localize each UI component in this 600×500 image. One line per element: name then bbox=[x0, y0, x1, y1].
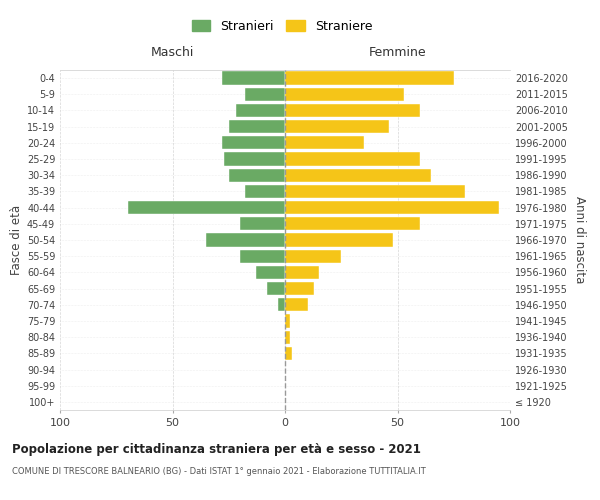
Bar bbox=[240, 250, 285, 263]
Y-axis label: Anni di nascita: Anni di nascita bbox=[573, 196, 586, 284]
Text: COMUNE DI TRESCORE BALNEARIO (BG) - Dati ISTAT 1° gennaio 2021 - Elaborazione TU: COMUNE DI TRESCORE BALNEARIO (BG) - Dati… bbox=[12, 468, 426, 476]
Text: Femmine: Femmine bbox=[368, 46, 427, 59]
Bar bbox=[285, 152, 420, 166]
Bar bbox=[285, 201, 499, 214]
Legend: Stranieri, Straniere: Stranieri, Straniere bbox=[188, 16, 376, 37]
Bar bbox=[285, 330, 290, 344]
Bar bbox=[256, 266, 285, 279]
Bar bbox=[285, 217, 420, 230]
Bar bbox=[285, 168, 431, 182]
Bar bbox=[245, 185, 285, 198]
Bar bbox=[285, 266, 319, 279]
Bar bbox=[128, 201, 285, 214]
Bar bbox=[285, 72, 454, 85]
Bar bbox=[267, 282, 285, 295]
Bar bbox=[285, 346, 292, 360]
Bar bbox=[224, 152, 285, 166]
Bar bbox=[285, 250, 341, 263]
Y-axis label: Fasce di età: Fasce di età bbox=[10, 205, 23, 275]
Bar bbox=[285, 314, 290, 328]
Bar bbox=[229, 168, 285, 182]
Bar bbox=[222, 136, 285, 149]
Bar bbox=[235, 104, 285, 117]
Text: Maschi: Maschi bbox=[151, 46, 194, 59]
Bar bbox=[285, 104, 420, 117]
Text: Popolazione per cittadinanza straniera per età e sesso - 2021: Popolazione per cittadinanza straniera p… bbox=[12, 442, 421, 456]
Bar bbox=[278, 298, 285, 312]
Bar bbox=[285, 88, 404, 101]
Bar bbox=[285, 298, 308, 312]
Bar bbox=[285, 234, 393, 246]
Bar bbox=[206, 234, 285, 246]
Bar bbox=[285, 185, 465, 198]
Bar bbox=[229, 120, 285, 134]
Bar bbox=[222, 72, 285, 85]
Bar bbox=[285, 282, 314, 295]
Bar bbox=[245, 88, 285, 101]
Bar bbox=[240, 217, 285, 230]
Bar bbox=[285, 136, 364, 149]
Bar bbox=[285, 120, 389, 134]
